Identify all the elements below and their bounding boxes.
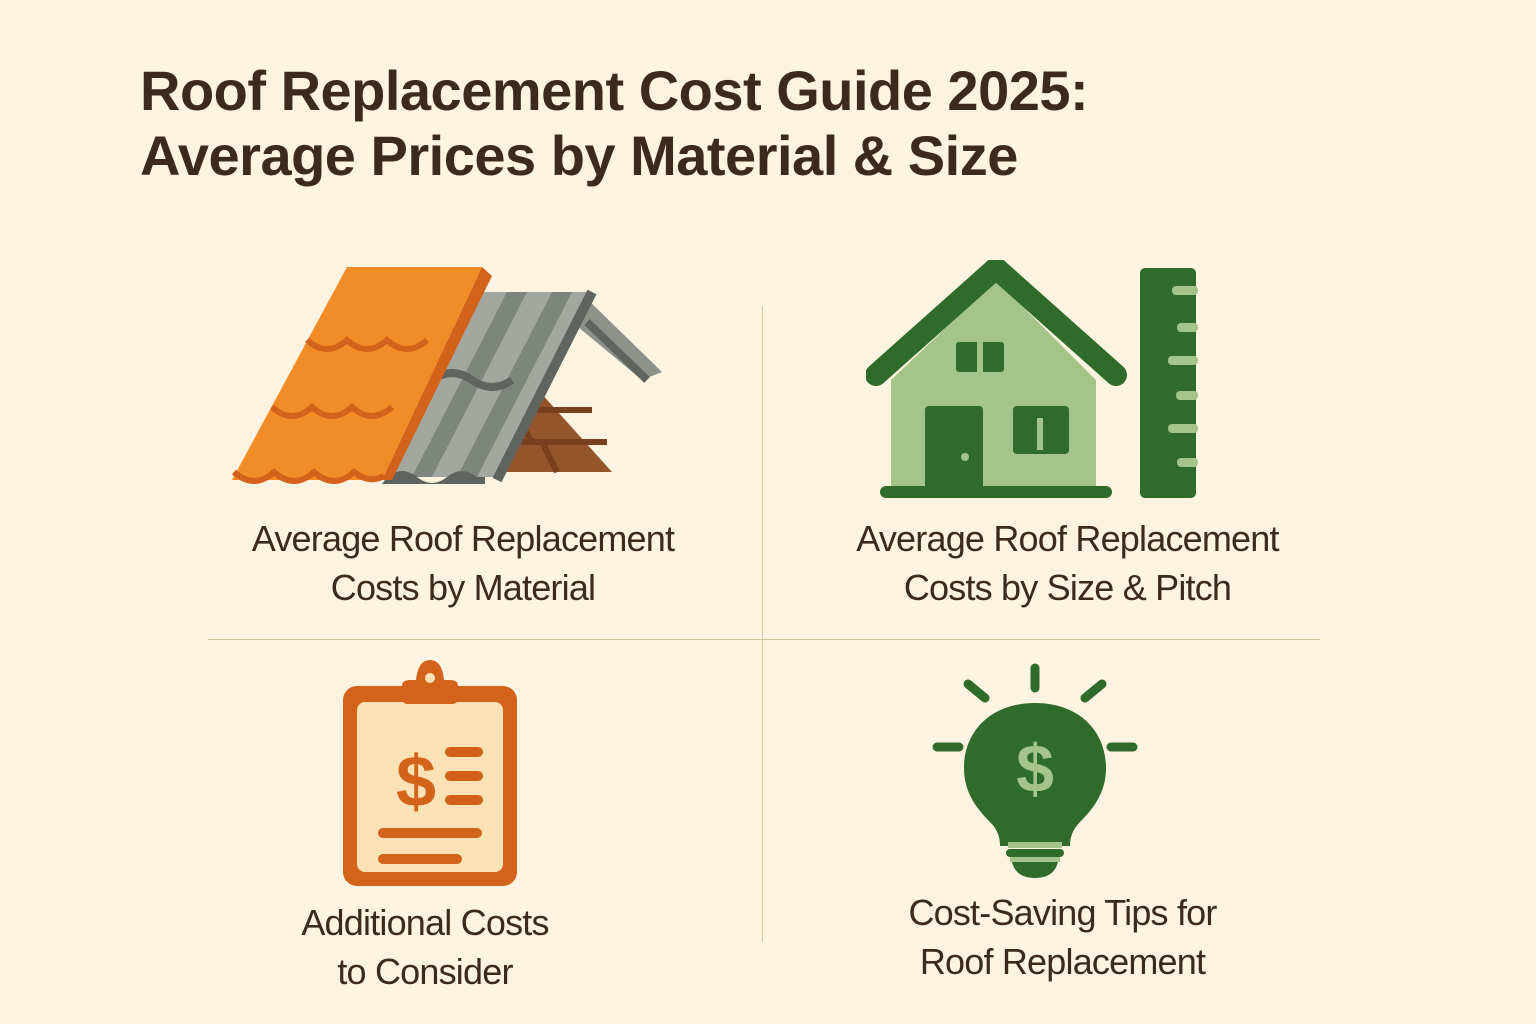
svg-text:$: $ (396, 742, 436, 822)
page-title: Roof Replacement Cost Guide 2025: Averag… (140, 58, 1089, 188)
lightbulb-dollar-icon: $ (932, 663, 1138, 878)
title-line-2: Average Prices by Material & Size (140, 124, 1018, 187)
vertical-divider (762, 306, 763, 942)
horizontal-divider (208, 639, 1320, 640)
section-label: Average Roof Replacement Costs by Size &… (856, 518, 1279, 608)
section-label: Additional Costs to Consider (301, 902, 549, 992)
roof-materials-icon (231, 267, 662, 484)
title-line-1: Roof Replacement Cost Guide 2025: (140, 59, 1089, 122)
clipboard-dollar-icon: $ (343, 660, 517, 886)
svg-text:$: $ (1016, 731, 1054, 807)
section-label: Average Roof Replacement Costs by Materi… (251, 518, 675, 608)
house-ruler-icon (866, 260, 1198, 498)
section-label: Cost-Saving Tips for Roof Replacement (908, 892, 1217, 982)
